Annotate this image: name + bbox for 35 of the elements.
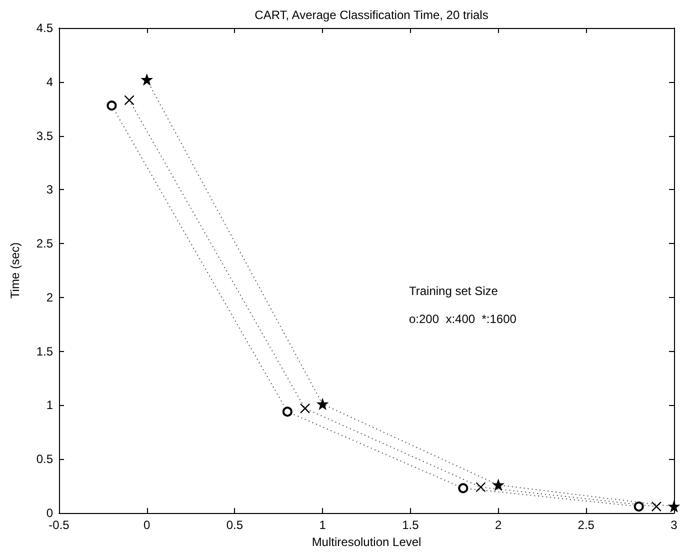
- point: [124, 95, 134, 106]
- y-tick-label: 4: [46, 74, 54, 89]
- point: [282, 406, 292, 417]
- point: [317, 399, 328, 410]
- x-tick-label: 1.5: [402, 518, 420, 532]
- y-tick-label: 1: [46, 398, 54, 412]
- x-axis-title: Multiresolution Level: [312, 534, 422, 549]
- y-tick-label: 3: [46, 182, 54, 197]
- y-axis-title: Time (sec): [8, 242, 22, 299]
- x-tick-label: 1: [319, 518, 326, 532]
- point: [668, 501, 680, 512]
- x-tick-label: 0.5: [226, 518, 244, 532]
- y-tick-label: 3.5: [36, 128, 54, 143]
- point: [634, 502, 644, 512]
- x-tick-label: -0.5: [48, 518, 70, 532]
- annotation: Training set Size: [409, 284, 498, 298]
- x-tick-label: 3: [670, 518, 678, 532]
- chart-title: CART, Average Classification Time, 20 trials: [254, 8, 488, 22]
- x-tick-label: 0: [144, 518, 151, 532]
- x-tick-label: 2.5: [578, 518, 595, 532]
- point: [300, 403, 310, 414]
- y-tick-label: 0.5: [36, 452, 54, 466]
- point: [106, 100, 117, 111]
- point: [458, 483, 468, 494]
- point: [476, 482, 486, 492]
- point: [493, 480, 504, 490]
- point: [142, 74, 152, 85]
- y-tick-label: 1.5: [36, 344, 54, 358]
- y-tick-label: 2.5: [36, 236, 54, 251]
- point: [651, 501, 662, 512]
- y-tick-label: 2: [46, 290, 54, 304]
- y-tick-label: 4.5: [36, 21, 54, 35]
- x-tick-label: 2: [494, 518, 502, 532]
- annotation: o:200 x:400 *:1600: [409, 312, 517, 326]
- y-tick-label: 0: [46, 506, 54, 520]
